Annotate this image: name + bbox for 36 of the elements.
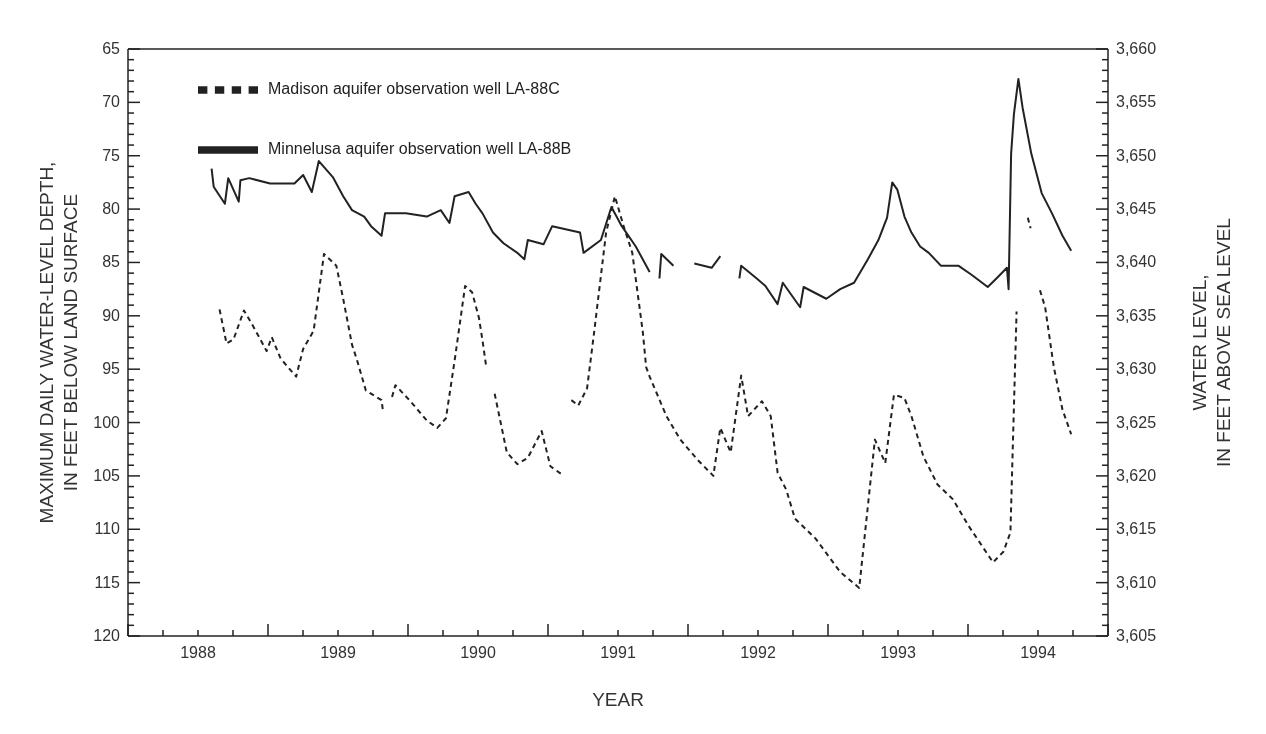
y-tick-label: 105 (93, 466, 121, 484)
y2-tick-label: 3,635 (1116, 306, 1157, 324)
y-tick-label: 70 (102, 93, 121, 111)
y-tick-label: 115 (94, 573, 121, 591)
y2-tick-label: 3,625 (1116, 413, 1157, 431)
y2-tick-label: 3,615 (1116, 520, 1157, 538)
y2-tick-label: 3,655 (1116, 93, 1157, 111)
x-tick-label: 1989 (320, 644, 356, 661)
y-tick-label: 110 (94, 520, 121, 538)
legend-label: Madison aquifer observation well LA-88C (268, 80, 560, 98)
y2-tick-label: 3,640 (1116, 253, 1157, 271)
y-tick-label: 100 (93, 413, 121, 431)
x-tick-label: 1991 (600, 644, 636, 661)
x-axis-title: YEAR (592, 689, 644, 710)
y-tick-label: 65 (102, 40, 121, 57)
y2-tick-label: 3,610 (1116, 573, 1157, 591)
y2-axis-title: WATER LEVEL, IN FEET ABOVE SEA LEVEL (1189, 218, 1234, 467)
y2-tick-label: 3,650 (1116, 146, 1157, 164)
y-tick-label: 90 (102, 306, 121, 324)
y-tick-label: 85 (102, 253, 121, 271)
y2-tick-label: 3,630 (1116, 360, 1157, 378)
y-tick-label: 80 (102, 200, 121, 218)
y2-tick-label: 3,605 (1116, 627, 1157, 644)
legend-label: Minnelusa aquifer observation well LA-88B (268, 140, 572, 158)
y-tick-label: 120 (93, 627, 121, 644)
y2-tick-label: 3,660 (1116, 40, 1157, 57)
x-tick-label: 1993 (880, 644, 916, 661)
x-tick-label: 1988 (180, 644, 216, 661)
y-tick-label: 75 (102, 146, 121, 164)
x-tick-label: 1990 (460, 644, 496, 661)
x-tick-label: 1992 (740, 644, 776, 661)
x-tick-label: 1994 (1020, 644, 1056, 661)
y2-tick-label: 3,645 (1116, 200, 1157, 218)
y-tick-label: 95 (102, 360, 121, 378)
y2-tick-label: 3,620 (1116, 466, 1157, 484)
y-axis-title: MAXIMUM DAILY WATER-LEVEL DEPTH, IN FEET BELOW LAND SURFACE (36, 161, 81, 524)
